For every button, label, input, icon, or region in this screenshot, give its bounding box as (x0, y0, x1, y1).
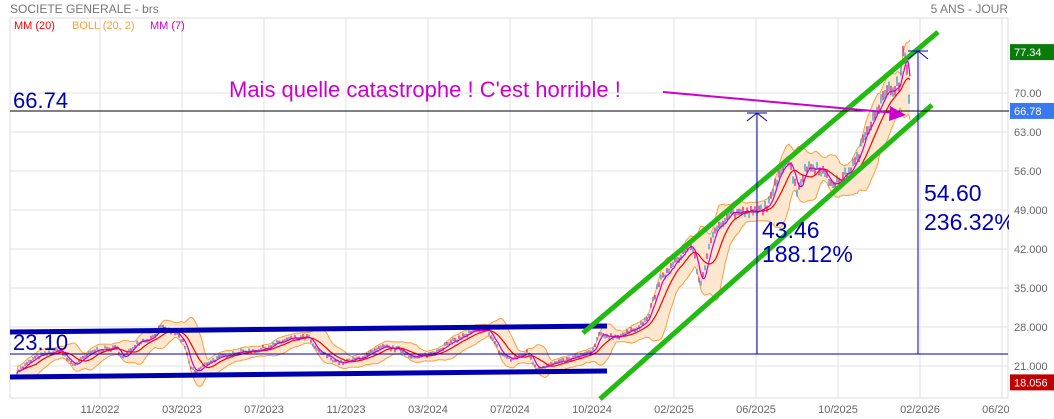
y-tick-label: 35.000 (1014, 283, 1048, 295)
bollinger-lower (16, 107, 911, 387)
uptrend-bottom-line[interactable] (598, 103, 934, 401)
x-tick-label: 03/2024 (408, 404, 448, 416)
y-tick-label: 42.000 (1014, 244, 1048, 256)
price-badge-label: 66.78 (1014, 106, 1042, 118)
y-tick-label: 28.000 (1014, 322, 1048, 334)
price-badge (1010, 102, 1054, 119)
measure2-pct: 236.32% (924, 209, 1015, 235)
measure2-delta: 54.60 (924, 180, 982, 206)
plot-frame (9, 17, 1009, 399)
price-badge-label: 77.34 (1014, 47, 1042, 59)
y-axis: 70.00 63.00 56.00 49.000 42.000 35.000 28.000 2… (1010, 44, 1054, 391)
level-high-label: 66.74 (13, 88, 68, 113)
measure1-pct: 188.12% (762, 241, 853, 267)
y-tick-label: 49.000 (1014, 205, 1048, 217)
grid (9, 17, 1009, 399)
chart-header: SOCIETE GENERALE - brs 5 ANS - JOUR MM (… (10, 2, 1008, 32)
channel-top-line[interactable] (9, 323, 608, 335)
legend-mm7[interactable]: MM (7) (150, 20, 185, 32)
uptrend-top-line[interactable] (581, 30, 940, 335)
y-axis-background (1009, 0, 1054, 419)
y-tick-label: 21.000 (1014, 361, 1048, 373)
x-tick-label: 03/2023 (162, 404, 202, 416)
x-tick-label: 02/2026 (900, 404, 940, 416)
chart-period[interactable]: 5 ANS - JOUR (931, 2, 1009, 16)
comment-arrow-head-icon (889, 106, 906, 121)
x-tick-label: 07/2023 (244, 404, 284, 416)
y-tick-label: 70.00 (1014, 88, 1042, 100)
x-tick-label: 11/2023 (327, 404, 366, 416)
bollinger-upper (16, 39, 911, 372)
annotations: 66.74 23.10 Mais quelle catastrophe ! C'… (9, 30, 1015, 401)
x-tick-label: 11/2022 (81, 404, 120, 416)
x-tick-label: 02/2025 (654, 404, 694, 416)
measure1-delta: 43.46 (762, 217, 820, 243)
x-tick-label: 10/2025 (818, 404, 858, 416)
chart-title: SOCIETE GENERALE - brs (10, 2, 159, 16)
axes: 11/2022 03/2023 07/2023 11/2023 03/2024 07/20… (81, 404, 1022, 416)
comment-text: Mais quelle catastrophe ! C'est horrible… (229, 77, 621, 102)
level-low-label: 23.10 (13, 330, 68, 355)
x-tick-label: 07/2024 (490, 404, 530, 416)
channel-bottom-line[interactable] (9, 368, 608, 380)
price-badge-label: 18.056 (1014, 377, 1048, 389)
x-tick-label: 06/2025 (736, 404, 776, 416)
legend-mm20[interactable]: MM (20) (14, 20, 55, 32)
price-badge (1010, 44, 1054, 61)
y-tick-label: 56.00 (1014, 166, 1042, 178)
y-tick-label: 63.00 (1014, 127, 1042, 139)
price-badge (1010, 374, 1054, 391)
legend-boll[interactable]: BOLL (20, 2) (72, 20, 135, 32)
x-tick-label: 10/2024 (572, 404, 612, 416)
comment-arrow-line[interactable] (662, 91, 896, 114)
